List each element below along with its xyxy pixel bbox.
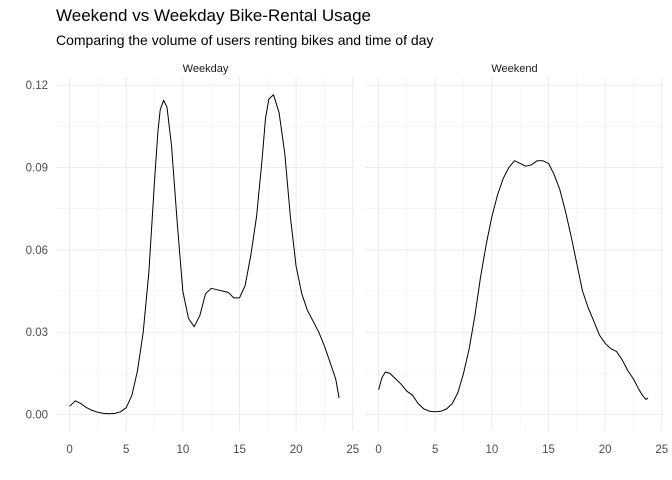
x-tick-label: 25 — [346, 444, 359, 456]
y-tick-label: 0.00 — [26, 410, 48, 422]
x-tick-label: 15 — [233, 444, 246, 456]
y-tick-label: 0.09 — [26, 163, 48, 175]
x-tick-label: 10 — [176, 444, 189, 456]
x-tick-label: 25 — [655, 444, 668, 456]
series-line-weekend — [378, 160, 649, 413]
x-tick-label: 0 — [375, 444, 381, 456]
y-tick-label: 0.06 — [26, 245, 48, 257]
x-tick-label: 5 — [432, 444, 438, 456]
panel-label: Weekday — [183, 63, 229, 75]
chart-title: Weekend vs Weekday Bike-Rental Usage — [56, 6, 371, 25]
chart-subtitle: Comparing the volume of users renting bi… — [56, 32, 434, 48]
x-tick-label: 15 — [542, 444, 555, 456]
x-tick-label: 0 — [66, 444, 72, 456]
series-line-weekday — [69, 94, 340, 415]
x-tick-label: 20 — [290, 444, 303, 456]
x-tick-label: 5 — [123, 444, 129, 456]
x-tick-label: 10 — [485, 444, 498, 456]
x-tick-label: 20 — [599, 444, 612, 456]
panel-label: Weekend — [491, 63, 537, 75]
y-tick-label: 0.03 — [26, 327, 48, 339]
y-tick-label: 0.12 — [26, 80, 48, 92]
